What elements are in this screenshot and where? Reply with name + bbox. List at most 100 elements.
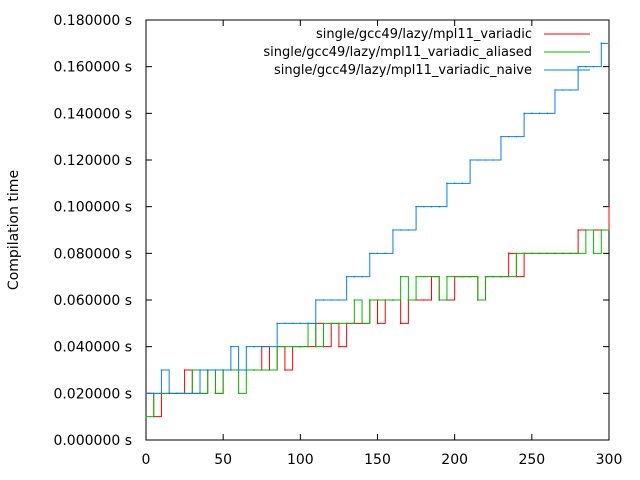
data-point [206,369,209,371]
data-point [608,205,610,208]
data-point [191,369,194,371]
data-point [353,299,356,301]
data-point [484,159,487,161]
data-point [407,229,410,231]
data-point [322,322,325,325]
data-point [199,369,201,371]
data-point [368,299,371,301]
data-point [160,369,163,371]
data-point [399,275,402,278]
data-point [453,275,456,278]
data-point [260,345,263,348]
series-line-3 [146,42,609,394]
data-point [430,275,433,278]
data-point [469,159,471,161]
data-point [561,89,564,91]
y-tick-label: 0.020000 s [53,386,132,402]
data-point [592,252,595,255]
data-point [145,415,147,418]
data-point [507,275,510,278]
data-point [314,299,317,301]
data-point [214,369,217,371]
data-point [531,112,533,115]
data-point [554,89,556,91]
data-point [245,345,248,348]
data-point [399,229,402,231]
data-point [438,299,441,301]
data-point [399,322,402,325]
data-point [500,275,502,278]
data-point [268,369,271,371]
data-point [376,252,379,255]
data-point [284,322,286,325]
data-point [507,135,510,138]
y-tick-label: 0.100000 s [53,200,132,216]
series-line-2 [146,229,609,418]
y-tick-label: 0.080000 s [53,246,132,262]
data-point [145,392,147,395]
x-tick-label: 0 [142,452,151,468]
data-point [407,299,410,301]
legend-label: single/gcc49/lazy/mpl11_variadic [316,27,532,42]
data-point [276,322,278,325]
data-point [314,345,317,348]
data-point [500,135,502,138]
data-point [291,345,294,348]
y-tick-label: 0.180000 s [53,13,132,29]
x-tick-label: 250 [518,452,545,468]
data-point [376,322,379,325]
data-point [423,299,425,301]
y-tick-label: 0.040000 s [53,340,132,356]
series-lines [145,42,610,418]
data-point [585,65,587,68]
data-point [384,299,387,301]
data-point [515,135,518,138]
legend-label: single/gcc49/lazy/mpl11_variadic_aliased [263,45,532,60]
y-tick-label: 0.160000 s [53,60,132,76]
data-point [438,205,441,208]
data-point [469,275,471,278]
axis-tick-labels: 0.000000 s 0.020000 s 0.040000 s 0.060000 s… [53,13,622,468]
data-point [415,205,417,208]
y-tick-label: 0.060000 s [53,293,132,309]
data-point [446,275,448,278]
y-axis-title: Compilation time [6,170,22,290]
data-point [168,392,170,395]
data-point [592,65,595,68]
data-point [284,369,286,371]
data-point [338,299,340,301]
data-point [577,229,579,231]
legend-label: single/gcc49/lazy/mpl11_variadic_naive [274,63,532,78]
data-point [392,229,394,231]
data-point [330,299,333,301]
data-point [368,252,371,255]
data-point [361,275,363,278]
data-point [183,392,186,395]
data-point [376,299,379,301]
data-point [492,159,495,161]
data-point [546,252,549,255]
data-point [307,322,309,325]
data-point [230,345,232,348]
data-point [608,42,610,45]
x-tick-label: 300 [596,452,623,468]
data-point [477,299,479,301]
data-point [554,252,556,255]
data-point [353,275,356,278]
data-point [191,392,194,395]
data-point [345,322,348,325]
data-point [423,205,425,208]
data-point [523,252,525,255]
data-point [538,112,541,115]
data-point [585,229,587,231]
data-point [345,275,348,278]
data-point [176,392,178,395]
data-point [538,252,541,255]
data-point [322,299,325,301]
data-point [237,369,240,371]
data-point [577,252,579,255]
data-point [361,322,363,325]
data-point [291,322,294,325]
data-point [477,159,479,161]
